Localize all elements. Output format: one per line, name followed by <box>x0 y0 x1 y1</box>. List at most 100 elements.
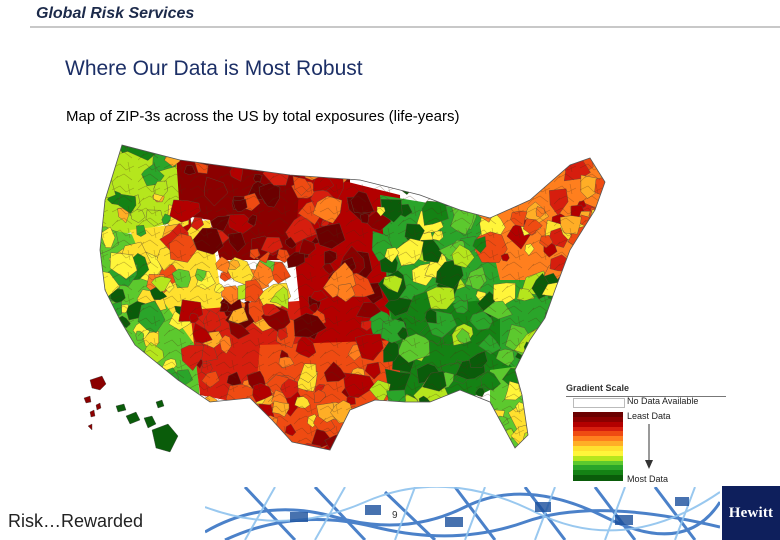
zip3-cell <box>536 419 557 435</box>
zip3-cell <box>526 373 558 406</box>
zip3-cell <box>612 154 620 168</box>
zip3-cell <box>585 263 605 285</box>
zip3-cell <box>316 145 334 159</box>
zip3-cell <box>592 225 605 249</box>
zip3-cell <box>157 376 170 388</box>
county-lines-texture <box>100 145 605 450</box>
zip3-cell <box>271 439 286 450</box>
zip3-cell <box>231 438 259 450</box>
zip3-cell <box>528 369 548 389</box>
footer-tagline: Risk…Rewarded <box>8 511 144 531</box>
legend-swatch <box>573 465 623 471</box>
zip3-cell <box>183 408 204 429</box>
zip3-cell <box>122 367 139 388</box>
zip3-cell <box>424 435 446 450</box>
map-region-hawaii <box>125 411 141 425</box>
legend-swatch <box>573 475 623 481</box>
zip3-cell <box>169 394 187 414</box>
legend-swatch <box>573 431 623 437</box>
zip3-cell <box>100 429 108 441</box>
page-title: Where Our Data is Most Robust <box>65 57 363 80</box>
zip3-cell <box>425 435 454 450</box>
us-zip3-map <box>83 144 620 460</box>
legend-swatch <box>573 412 623 418</box>
zip3-cell <box>127 363 144 378</box>
zip3-cell <box>398 443 432 450</box>
zip3-cell <box>561 340 584 357</box>
zip3-cell <box>266 149 277 160</box>
zip3-cell <box>585 287 600 305</box>
zip3-cell <box>141 362 151 374</box>
zip3-cell <box>465 428 479 441</box>
zip3-cell <box>100 167 112 185</box>
zip3-cell <box>333 145 365 164</box>
zip3-cell <box>137 391 154 409</box>
zip3-cell <box>207 146 218 157</box>
zip3-cell <box>335 146 364 172</box>
zip3-cell <box>412 158 430 178</box>
zip3-cell <box>446 435 456 448</box>
zip3-cell <box>451 430 473 450</box>
zip3-cell <box>280 145 309 163</box>
zip3-cell <box>231 446 254 450</box>
zip3-cell <box>191 435 209 450</box>
zip3-cell <box>87 269 97 280</box>
zip3-cell <box>339 444 360 450</box>
page-number: 9 <box>392 510 398 521</box>
zip3-cell <box>100 447 106 450</box>
zip3-cell <box>190 429 206 445</box>
zip3-cell <box>392 145 410 165</box>
zip3-cell <box>393 160 420 184</box>
zip3-cell <box>395 158 411 174</box>
legend-swatch <box>573 436 623 442</box>
zip3-cell <box>120 378 134 392</box>
zip3-cell <box>260 443 272 450</box>
zip3-cell <box>417 160 434 177</box>
zip3-cell <box>570 269 598 296</box>
zip3-cell <box>606 332 620 352</box>
zip3-cell <box>604 170 605 197</box>
zip3-cell <box>316 153 329 168</box>
zip3-cell <box>560 350 573 359</box>
zip3-cell <box>100 210 102 226</box>
zip3-cell <box>588 146 600 159</box>
map-region-hawaii <box>143 415 157 429</box>
zip3-cell <box>454 451 464 460</box>
legend-no-data-swatch <box>573 398 625 408</box>
zip3-cell <box>448 425 465 443</box>
zip3-cell <box>563 328 584 353</box>
header-rule <box>30 26 780 28</box>
zip3-cell <box>600 290 605 305</box>
zip3-cell <box>462 398 475 410</box>
zip3-cell <box>348 430 364 448</box>
zip3-cell <box>135 425 149 443</box>
zip3-cell <box>349 451 363 460</box>
zip3-cell <box>593 312 605 323</box>
zip3-cell <box>544 439 559 450</box>
header-label: Global Risk Services <box>36 5 195 22</box>
zip3-cell <box>519 185 533 197</box>
zip3-cell <box>100 353 103 364</box>
zip3-cell <box>100 313 104 331</box>
zip3-cell <box>202 145 222 163</box>
zip3-cell <box>224 405 236 418</box>
zip3-cell <box>546 340 569 369</box>
zip3-cell <box>363 145 375 154</box>
zip3-cell <box>238 410 261 429</box>
hewitt-logo: Hewitt <box>722 486 780 540</box>
zip3-cell <box>524 145 542 159</box>
legend-swatch <box>573 455 623 462</box>
zip3-cell <box>590 251 605 283</box>
zip3-cell <box>298 145 325 165</box>
zip3-cell <box>576 290 591 306</box>
zip3-cell <box>203 427 228 450</box>
zip3-cell <box>532 159 550 181</box>
zip3-cell <box>199 422 217 435</box>
zip3-cell <box>596 263 605 287</box>
zip3-cell <box>369 421 383 435</box>
zip3-cell <box>108 446 130 450</box>
zip3-cell <box>100 334 123 358</box>
legend-swatch <box>573 416 623 423</box>
map-region-alaska <box>89 409 96 418</box>
legend-no-data-label: No Data Available <box>627 396 699 406</box>
